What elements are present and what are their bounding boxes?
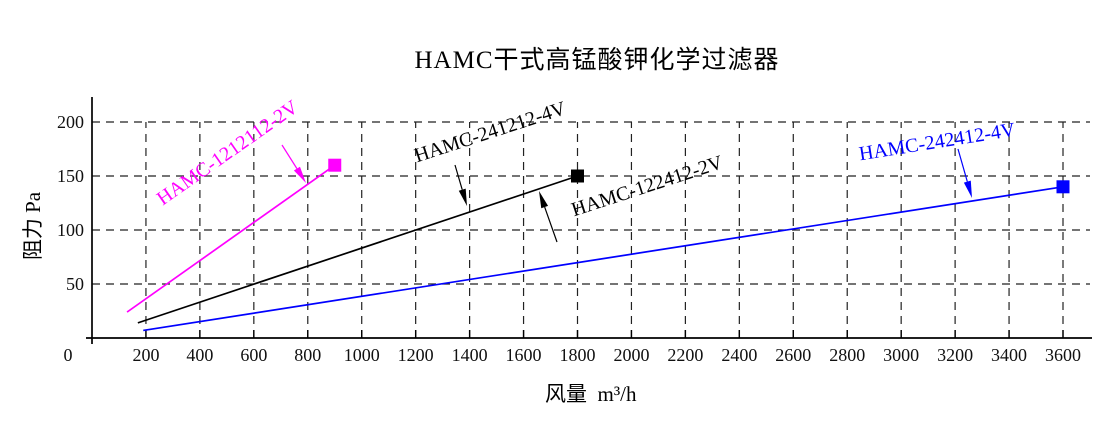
annotation-arrow-line (544, 206, 558, 243)
series-label: HAMC-241212-4V (412, 97, 569, 167)
series-label: HAMC-1212112-2V (153, 96, 303, 210)
chart-title: HAMC干式高锰酸钾化学过滤器 (414, 47, 780, 74)
x-tick-label: 1600 (506, 345, 542, 365)
annotation-arrowhead (293, 166, 306, 183)
y-tick-label: 200 (57, 112, 84, 132)
x-tick-label: 2400 (721, 345, 757, 365)
annotation-arrowhead (539, 191, 549, 209)
x-tick-label: 800 (294, 345, 321, 365)
series-line (143, 185, 1064, 332)
x-tick-label: 3400 (991, 345, 1027, 365)
x-tick-label: 400 (186, 345, 213, 365)
series-label: HAMC-242412-4V (857, 119, 1017, 165)
series-marker (1056, 180, 1070, 194)
series-line (126, 164, 336, 313)
x-tick-label: 2800 (829, 345, 865, 365)
y-tick-label: 50 (66, 274, 84, 294)
x-tick-label: 3600 (1045, 345, 1081, 365)
y-tick-label: 100 (57, 220, 84, 240)
x-tick-label: 2000 (613, 345, 649, 365)
y-tick-label: 150 (57, 166, 84, 186)
annotation-arrow-line (454, 164, 463, 190)
x-tick-label: 2600 (775, 345, 811, 365)
series-line (137, 175, 578, 324)
x-axis-title: 风量 m³/h (545, 382, 637, 406)
annotation-arrowhead (963, 180, 972, 198)
x-tick-label: 3000 (883, 345, 919, 365)
x-tick-label: 1000 (344, 345, 380, 365)
x-tick-label: 1200 (398, 345, 434, 365)
x-tick-label: 2200 (667, 345, 703, 365)
annotation-arrowhead (458, 188, 467, 206)
series-marker (571, 169, 584, 183)
x-tick-label: 3200 (937, 345, 973, 365)
series-label: HAMC-122412-2V (569, 151, 726, 221)
x-tick-label: 1800 (560, 345, 596, 365)
series-marker (328, 158, 342, 172)
x-tick-label: 600 (240, 345, 267, 365)
annotation-arrow-line (957, 148, 968, 182)
annotation-arrow-line (281, 144, 298, 169)
x-tick-label: 200 (132, 345, 159, 365)
x-tick-label: 0 (64, 345, 73, 365)
x-tick-label: 1400 (452, 345, 488, 365)
